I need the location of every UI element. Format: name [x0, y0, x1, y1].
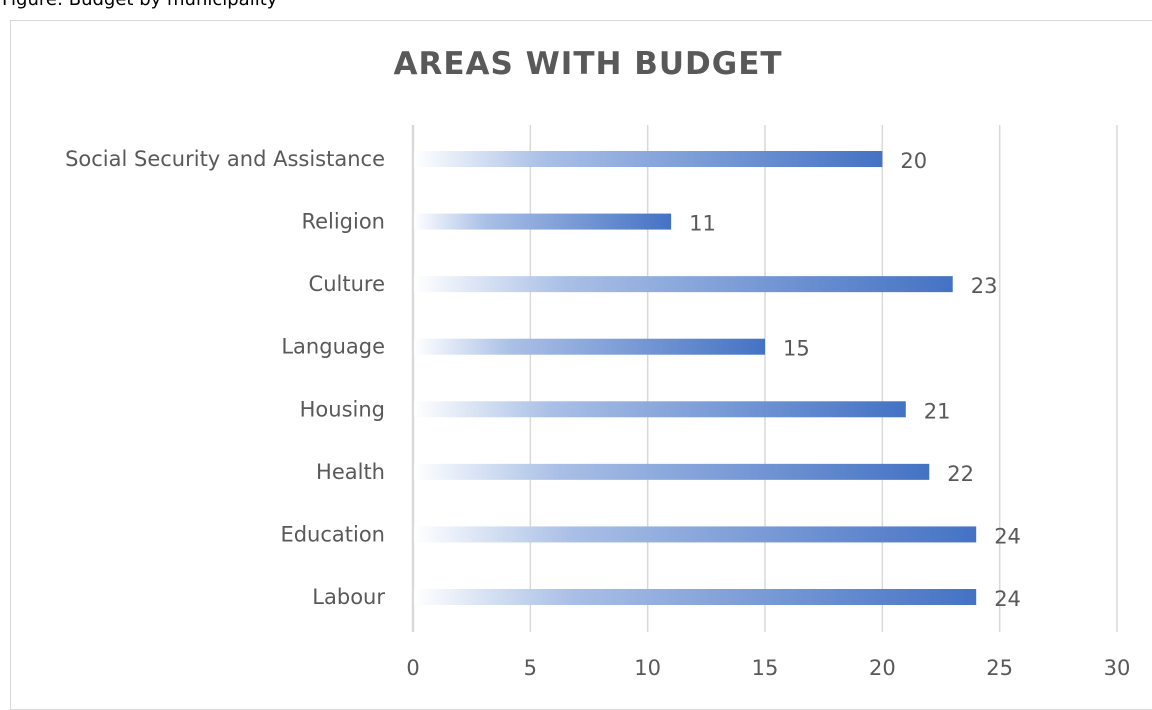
data-label: 23	[971, 274, 998, 298]
gridlines	[411, 125, 1118, 632]
chart-title: AREAS WITH BUDGET	[393, 46, 782, 82]
category-labels: Social Security and Assistance Religion Cu…	[65, 147, 385, 609]
data-label: 24	[994, 587, 1021, 611]
data-labels: 20 11 23 15 21 22 24 24	[689, 149, 1021, 611]
x-tick-label: 5	[524, 656, 537, 680]
bar	[414, 338, 765, 355]
category-label: Language	[281, 335, 385, 359]
category-label: Religion	[301, 210, 385, 234]
data-label: 20	[900, 149, 927, 173]
data-label: 24	[994, 524, 1021, 548]
category-label: Labour	[312, 585, 385, 609]
data-label: 15	[783, 337, 810, 361]
x-tick-label: 25	[986, 656, 1013, 680]
category-label: Culture	[309, 272, 385, 296]
x-tick-label: 0	[406, 656, 419, 680]
x-tick-label: 30	[1104, 656, 1131, 680]
x-tick-label: 20	[869, 656, 896, 680]
bar	[414, 463, 930, 480]
bar	[414, 588, 977, 605]
category-label: Education	[280, 522, 385, 546]
category-label: Health	[316, 460, 385, 484]
data-label: 22	[947, 462, 974, 486]
bars	[414, 151, 977, 605]
data-label: 21	[924, 399, 951, 423]
bar	[414, 213, 672, 230]
bar	[414, 151, 883, 167]
data-label: 11	[689, 212, 716, 236]
x-tick-label: 15	[752, 656, 779, 680]
bar	[414, 526, 977, 543]
figure-caption-text: Figure: Budget by municipality	[2, 0, 277, 9]
x-axis-ticks: 0 5 10 15 20 25 30	[406, 656, 1130, 680]
bar	[414, 276, 953, 293]
x-tick-label: 10	[634, 656, 661, 680]
figure-caption: Figure: Budget by municipality	[0, 0, 1152, 18]
category-label: Social Security and Assistance	[65, 147, 385, 171]
category-label: Housing	[300, 397, 385, 421]
bar	[414, 401, 906, 418]
